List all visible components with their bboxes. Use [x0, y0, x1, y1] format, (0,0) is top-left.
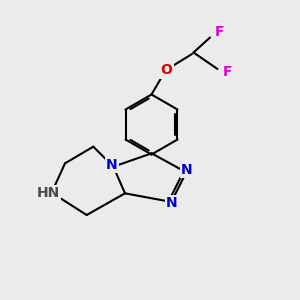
Text: HN: HN	[37, 186, 60, 200]
Text: N: N	[166, 196, 177, 210]
Text: F: F	[223, 65, 232, 79]
Text: O: O	[160, 64, 172, 77]
Text: N: N	[181, 163, 192, 177]
Text: N: N	[106, 158, 118, 172]
Text: F: F	[215, 26, 225, 39]
